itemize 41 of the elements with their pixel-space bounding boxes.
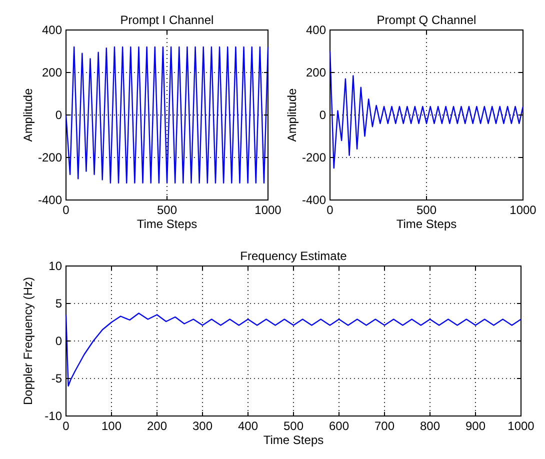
x-tick-label: 100	[101, 419, 122, 433]
x-tick-label: 900	[465, 419, 486, 433]
y-axis-title: Amplitude	[285, 88, 299, 142]
x-tick-label: 500	[283, 419, 304, 433]
x-tick-label: 1000	[508, 419, 535, 433]
y-tick-label: -400	[302, 193, 326, 207]
y-tick-label: -200	[38, 150, 62, 164]
y-tick-label: 200	[306, 66, 326, 80]
x-tick-label: 500	[416, 203, 437, 217]
y-tick-label: 0	[55, 334, 62, 348]
line-series	[65, 312, 522, 387]
x-tick-label: 600	[328, 419, 350, 433]
x-tick-label: 400	[238, 419, 258, 433]
x-axis-title: Time Steps	[396, 217, 457, 231]
chart-title: Prompt Q Channel	[376, 13, 476, 27]
y-axis-title: Amplitude	[21, 88, 35, 142]
x-tick-label: 1000	[254, 203, 282, 217]
x-axis-title: Time Steps	[263, 433, 324, 447]
y-tick-label: -200	[302, 150, 326, 164]
y-tick-label: -5	[51, 372, 62, 386]
y-tick-label: -400	[38, 193, 62, 207]
y-tick-label: 400	[42, 23, 62, 37]
y-axis-title: Doppler Frequency (Hz)	[21, 276, 35, 406]
y-tick-label: 400	[306, 23, 326, 37]
x-tick-label: 700	[374, 419, 395, 433]
y-tick-label: 5	[55, 296, 62, 310]
y-tick-label: 200	[42, 66, 62, 80]
x-tick-label: 500	[156, 203, 178, 217]
x-axis-title: Time Steps	[136, 217, 198, 231]
x-tick-label: 800	[420, 419, 440, 433]
x-tick-label: 200	[146, 419, 168, 433]
chart-title: Frequency Estimate	[240, 249, 348, 263]
x-tick-label: 300	[192, 419, 213, 433]
y-tick-label: 0	[319, 108, 326, 122]
chart-title: Prompt I Channel	[120, 13, 214, 27]
y-tick-label: -10	[44, 409, 62, 423]
x-tick-label: 1000	[510, 203, 537, 217]
line-series	[65, 46, 269, 184]
y-tick-label: 0	[55, 108, 62, 122]
line-series	[329, 50, 524, 169]
y-tick-label: 10	[48, 259, 62, 273]
